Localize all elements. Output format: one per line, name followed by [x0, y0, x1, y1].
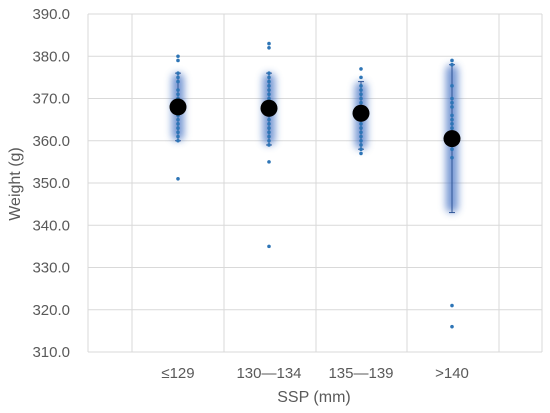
data-point [359, 147, 363, 151]
data-point [450, 155, 454, 160]
data-point [176, 79, 180, 84]
data-point [267, 160, 271, 164]
data-point [450, 113, 454, 118]
mean-marker [169, 98, 187, 116]
y-tick-label: 330.0 [32, 260, 70, 277]
data-point [359, 67, 363, 71]
data-point [450, 84, 454, 88]
data-points [176, 41, 454, 329]
data-point [450, 58, 454, 63]
x-tick-label: 135—139 [328, 365, 393, 382]
data-point [359, 143, 363, 147]
data-point [359, 100, 363, 105]
data-point [267, 130, 271, 135]
data-point [176, 122, 180, 126]
data-point [267, 46, 271, 50]
mean-marker [443, 130, 461, 148]
data-point [359, 126, 363, 130]
glow-bands [172, 64, 458, 213]
x-tick-label: 130—134 [236, 365, 301, 382]
y-tick-label: 350.0 [32, 175, 70, 192]
y-axis-title: Weight (g) [7, 147, 24, 221]
data-point [359, 84, 363, 88]
mean-markers [169, 98, 461, 148]
mean-marker [352, 104, 370, 122]
data-point [267, 244, 271, 249]
x-axis-ticks: ≤129 130—134 135—139 >140 [161, 365, 469, 382]
y-tick-label: 310.0 [32, 344, 70, 361]
x-axis-title: SSP (mm) [277, 389, 350, 406]
data-point [359, 122, 363, 126]
data-point [267, 92, 271, 97]
y-tick-label: 360.0 [32, 133, 70, 150]
data-point [176, 176, 180, 181]
data-point [176, 117, 180, 122]
data-point [359, 138, 363, 143]
data-point [267, 96, 271, 101]
data-point [267, 117, 271, 122]
data-point [359, 134, 363, 139]
data-point [267, 79, 271, 84]
data-point [359, 151, 363, 156]
data-point [267, 71, 271, 75]
data-point [450, 100, 454, 105]
data-point [267, 138, 271, 143]
data-point [176, 88, 180, 92]
data-point [359, 75, 363, 80]
data-point [450, 126, 454, 130]
x-tick-label: >140 [435, 365, 469, 382]
data-point [450, 324, 454, 329]
data-point [267, 75, 271, 80]
data-point [267, 143, 271, 147]
grid [87, 13, 543, 353]
data-point [267, 122, 271, 126]
data-point [267, 126, 271, 130]
data-point [176, 92, 180, 97]
data-point [450, 117, 454, 122]
y-tick-label: 380.0 [32, 48, 70, 65]
data-point [450, 147, 454, 151]
data-point [450, 122, 454, 126]
data-point [359, 92, 363, 97]
y-tick-label: 340.0 [32, 217, 70, 234]
y-tick-label: 390.0 [32, 6, 70, 23]
x-tick-label: ≤129 [161, 365, 194, 382]
data-point [176, 58, 180, 63]
data-point [267, 41, 271, 46]
data-point [176, 54, 180, 59]
y-axis-ticks: 310.0 320.0 330.0 340.0 350.0 360.0 370.0 380.0… [32, 6, 70, 361]
y-tick-label: 320.0 [32, 302, 70, 319]
data-point [267, 84, 271, 88]
data-point [450, 62, 454, 67]
data-point [359, 130, 363, 135]
data-point [359, 96, 363, 101]
data-point [176, 134, 180, 139]
data-point [267, 88, 271, 92]
data-point [450, 303, 454, 308]
data-point [176, 71, 180, 75]
data-point [176, 130, 180, 135]
data-point [176, 75, 180, 80]
data-point [450, 96, 454, 101]
data-point [359, 88, 363, 92]
mean-marker [260, 99, 278, 117]
error-bars [175, 64, 455, 214]
data-point [267, 134, 271, 139]
y-tick-label: 370.0 [32, 91, 70, 108]
data-point [450, 105, 454, 109]
data-point [176, 126, 180, 130]
data-point [176, 138, 180, 143]
